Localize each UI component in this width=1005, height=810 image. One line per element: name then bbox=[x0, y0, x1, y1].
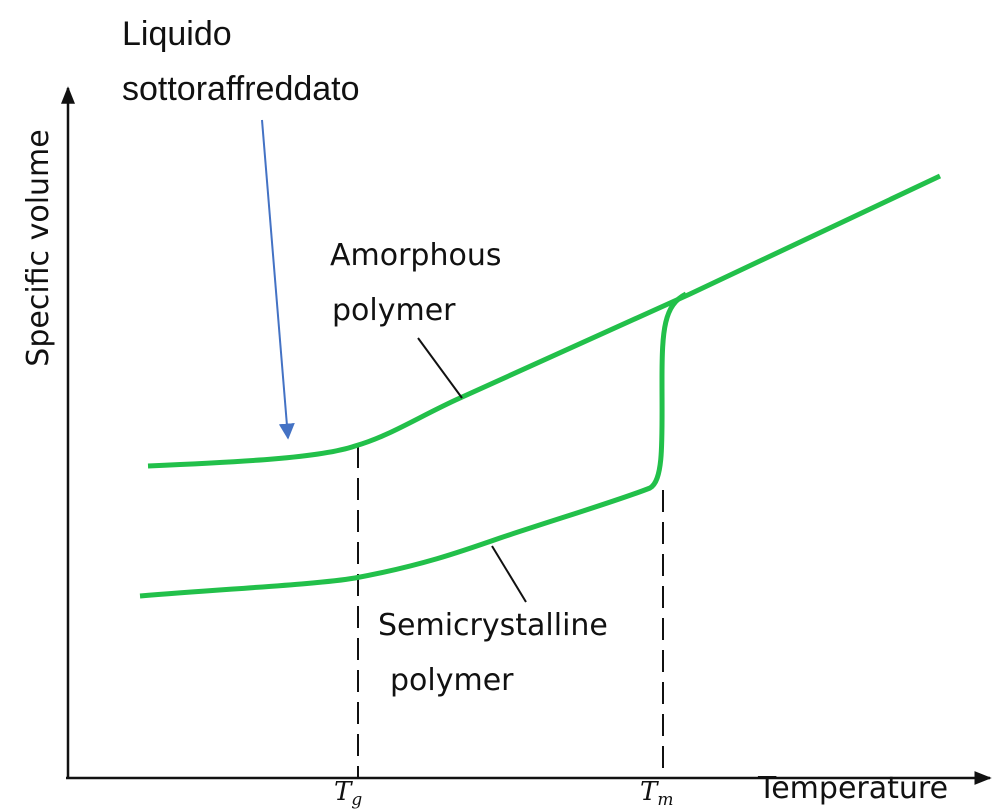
annotation-line: sottoraffreddato bbox=[122, 70, 360, 108]
tick-label: Tm bbox=[640, 777, 673, 810]
tick-subscript: g bbox=[351, 790, 362, 810]
tick-symbol: T bbox=[334, 777, 353, 807]
curve-label: polymer bbox=[390, 663, 514, 698]
semicrystalline-leader bbox=[491, 545, 527, 603]
curve-label: Semicrystalline bbox=[378, 608, 608, 643]
y-axis-label: Specific volume bbox=[21, 129, 56, 366]
annotation-line: Liquido bbox=[122, 15, 232, 53]
semicrystalline-curve bbox=[139, 291, 688, 599]
tick-label: Tg bbox=[334, 777, 362, 810]
tick-subscript: m bbox=[657, 790, 673, 810]
curve-label: polymer bbox=[332, 293, 456, 328]
curve-label: Amorphous bbox=[330, 238, 502, 273]
amorphous-curve bbox=[147, 173, 942, 469]
x-axis-label: Temperature bbox=[757, 771, 948, 806]
annotation-arrow bbox=[261, 119, 295, 440]
amorphous-leader bbox=[417, 337, 463, 399]
tick-symbol: T bbox=[640, 777, 659, 807]
